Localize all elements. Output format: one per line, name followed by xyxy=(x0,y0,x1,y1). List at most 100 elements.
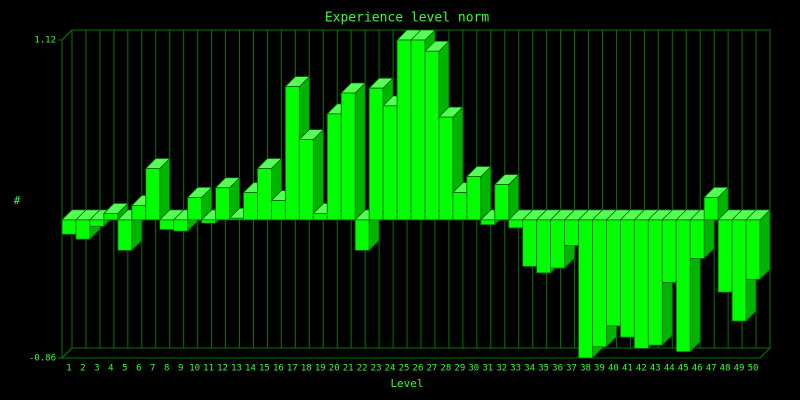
x-tick-label: 38 xyxy=(580,364,591,374)
x-tick-label: 40 xyxy=(608,364,619,374)
bar-front xyxy=(424,50,440,221)
y-tick-label: 1.12 xyxy=(34,36,56,46)
x-tick-label: 43 xyxy=(650,364,661,374)
bar-front xyxy=(340,92,356,221)
bar-front xyxy=(703,196,719,221)
x-tick-label: 37 xyxy=(566,364,577,374)
bar-front xyxy=(536,219,552,274)
x-tick-label: 33 xyxy=(510,364,521,374)
bar-front xyxy=(508,219,524,229)
x-tick-label: 18 xyxy=(301,364,312,374)
y-tick-label: -0.86 xyxy=(29,354,56,364)
chart-title: Experience level norm xyxy=(325,11,490,26)
bar xyxy=(144,157,171,221)
y-axis-label: # xyxy=(14,194,21,207)
x-tick-label: 19 xyxy=(315,364,326,374)
x-tick-label: 2 xyxy=(80,364,85,374)
x-tick-label: 47 xyxy=(706,364,717,374)
x-tick-label: 35 xyxy=(538,364,549,374)
bar xyxy=(186,186,213,221)
bar-front xyxy=(368,87,384,221)
bar-front xyxy=(354,219,370,251)
bar-front xyxy=(438,116,454,221)
bar-front xyxy=(731,219,747,322)
x-tick-label: 41 xyxy=(622,364,633,374)
x-tick-label: 25 xyxy=(399,364,410,374)
x-tick-label: 28 xyxy=(440,364,451,374)
bar-front xyxy=(647,219,663,346)
x-tick-label: 6 xyxy=(136,364,141,374)
bar-front xyxy=(229,217,244,221)
x-tick-label: 32 xyxy=(496,364,507,374)
x-tick-label: 5 xyxy=(122,364,127,374)
bar xyxy=(340,82,367,221)
bar-front xyxy=(270,200,286,221)
bar xyxy=(298,128,325,221)
x-tick-label: 50 xyxy=(748,364,759,374)
bar-front xyxy=(675,219,691,352)
bar xyxy=(465,165,492,221)
x-tick-label: 24 xyxy=(385,364,396,374)
x-tick-label: 3 xyxy=(94,364,99,374)
bar-front xyxy=(201,219,216,224)
bar-front xyxy=(745,219,761,280)
bar-front xyxy=(661,219,677,283)
x-tick-label: 30 xyxy=(468,364,479,374)
bar-front xyxy=(89,219,105,227)
bar-front xyxy=(145,168,161,221)
x-tick-label: 23 xyxy=(371,364,382,374)
bar-front xyxy=(131,205,147,221)
x-tick-label: 22 xyxy=(357,364,368,374)
bar-front xyxy=(606,219,621,327)
bar-front xyxy=(717,219,733,293)
x-tick-label: 29 xyxy=(454,364,465,374)
x-tick-label: 36 xyxy=(552,364,563,374)
bar-front xyxy=(187,196,202,221)
bar-front xyxy=(522,219,538,267)
bar-front xyxy=(243,192,258,221)
x-tick-label: 14 xyxy=(245,364,256,374)
x-tick-label: 1 xyxy=(66,364,71,374)
bar-front xyxy=(620,219,635,338)
bar xyxy=(745,208,771,281)
bar-front xyxy=(326,113,342,221)
x-tick-label: 26 xyxy=(413,364,424,374)
x-tick-label: 16 xyxy=(273,364,284,374)
bar-front xyxy=(564,219,579,246)
x-tick-label: 21 xyxy=(343,364,354,374)
bar-front xyxy=(382,105,398,221)
bar-front xyxy=(689,219,705,259)
bar-front xyxy=(633,219,649,349)
bar-front xyxy=(173,219,189,232)
bar-front xyxy=(550,219,565,269)
bar-side xyxy=(759,208,771,281)
x-tick-label: 44 xyxy=(664,364,675,374)
x-tick-label: 39 xyxy=(594,364,605,374)
x-tick-label: 20 xyxy=(329,364,340,374)
x-tick-label: 15 xyxy=(259,364,270,374)
bar-front xyxy=(466,176,482,221)
bar-front xyxy=(284,86,300,221)
bar-front xyxy=(215,187,230,221)
bar-front xyxy=(396,39,412,221)
bar-front xyxy=(592,219,607,348)
x-tick-label: 27 xyxy=(427,364,438,374)
bar xyxy=(647,208,674,347)
bar-front xyxy=(494,184,510,221)
bar-front xyxy=(159,219,175,230)
bar-front xyxy=(61,219,77,235)
bar xyxy=(214,176,241,221)
bar xyxy=(703,186,730,221)
x-tick-label: 49 xyxy=(734,364,745,374)
x-tick-label: 9 xyxy=(178,364,183,374)
x-tick-label: 8 xyxy=(164,364,169,374)
x-axis-label: Level xyxy=(390,377,423,390)
x-tick-label: 46 xyxy=(692,364,703,374)
x-tick-label: 42 xyxy=(636,364,647,374)
x-tick-label: 34 xyxy=(524,364,535,374)
bar-front xyxy=(312,213,328,221)
bar-side xyxy=(159,157,171,221)
bar-front xyxy=(75,219,91,240)
